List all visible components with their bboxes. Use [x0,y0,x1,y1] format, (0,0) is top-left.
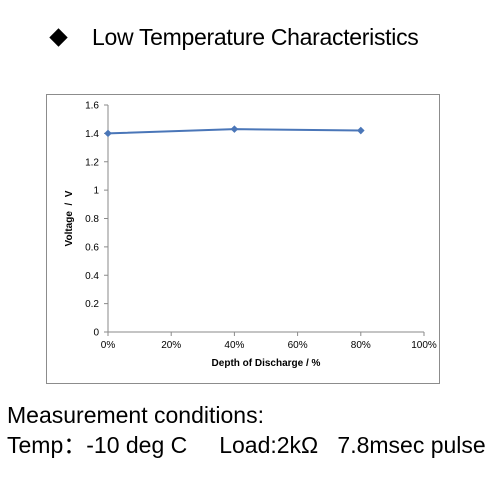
y-tick-label: 1.4 [85,129,99,140]
y-tick-label: 0.8 [85,214,99,225]
x-axis-title: Depth of Discharge / % [212,358,321,369]
x-tick-label: 0% [101,340,116,351]
x-tick-label: 20% [161,340,181,351]
x-tick-label: 100% [411,340,437,351]
y-tick-label: 0.4 [85,271,99,282]
x-tick-label: 80% [351,340,371,351]
x-tick-label: 60% [288,340,308,351]
y-tick-label: 0.6 [85,242,99,253]
heading-title: Low Temperature Characteristics [92,23,419,50]
conditions-detail: Temp：-10 deg C Load:2kΩ 7.8msec pulse [7,432,486,458]
chart-frame [46,94,440,384]
x-tick-label: 40% [224,340,244,351]
data-point-marker [230,125,239,133]
y-tick-label: 1.6 [85,101,99,112]
y-tick-label: 1 [93,186,99,197]
conditions-heading: Measurement conditions: [7,402,264,428]
data-point-marker [104,129,112,138]
data-point-marker [357,126,365,135]
y-tick-label: 0 [93,328,99,339]
chart-heading: Low Temperature Characteristics [48,20,419,54]
y-tick-label: 1.2 [85,157,99,168]
y-axis-title: Voltage / V [64,190,75,246]
measurement-conditions: Measurement conditions: Temp：-10 deg C L… [7,400,486,460]
y-tick-label: 0.2 [85,299,99,310]
